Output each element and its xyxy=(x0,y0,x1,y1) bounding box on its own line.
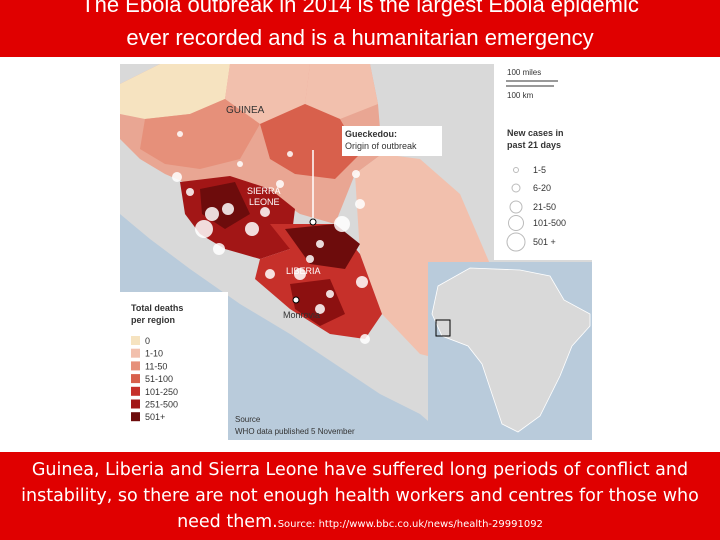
map-source-line-2: WHO data published 5 November xyxy=(235,427,355,436)
label-guinea: GUINEA xyxy=(226,105,265,116)
new-cases-item-1: 1-5 xyxy=(533,165,546,175)
guinea-low-region xyxy=(225,64,310,124)
title-banner: The Ebola outbreak in 2014 is the larges… xyxy=(0,0,720,57)
caption-banner: Guinea, Liberia and Sierra Leone have su… xyxy=(0,452,720,540)
new-cases-legend-circles xyxy=(506,167,526,252)
guinea-east-region xyxy=(305,64,378,119)
monrovia-marker xyxy=(292,296,300,304)
callout-line-2: Origin of outbreak xyxy=(345,141,417,151)
deaths-legend-label: 101-250 xyxy=(145,387,178,397)
new-cases-item-3: 21-50 xyxy=(533,202,556,212)
deaths-legend-swatch xyxy=(131,399,140,409)
deaths-legend-title-1: Total deaths xyxy=(131,303,183,313)
guinea-south-region xyxy=(260,104,360,179)
case-circles xyxy=(172,131,370,344)
deaths-legend-label: 251-500 xyxy=(145,400,178,410)
caption-text: need them. xyxy=(177,512,278,532)
africa-continent xyxy=(431,267,591,433)
new-cases-item-5: 501 + xyxy=(533,237,556,247)
inset-highlight-box xyxy=(435,319,451,337)
deaths-legend-swatch xyxy=(131,412,140,422)
deaths-legend-items: 0 1-10 11-50 51-100 101-250 251-500 501+ xyxy=(131,336,178,422)
caption-line-2: instability, so there are not enough hea… xyxy=(21,486,699,506)
label-monrovia: Monrovia xyxy=(283,310,320,320)
scale-km: 100 km xyxy=(507,91,534,100)
new-cases-item-2: 6-20 xyxy=(533,183,551,193)
deaths-legend-label: 1-10 xyxy=(145,349,163,359)
ebola-map: GUINEA SIERRA LEONE LIBERIA Monrovia Gue… xyxy=(120,64,592,440)
deaths-legend-label: 11-50 xyxy=(145,361,167,371)
label-liberia: LIBERIA xyxy=(286,266,321,276)
deaths-legend-swatch xyxy=(131,348,140,358)
caption-line-1: Guinea, Liberia and Sierra Leone have su… xyxy=(31,460,689,480)
caption-source: Source: http://www.bbc.co.uk/news/health… xyxy=(277,519,543,530)
caption-line-3: need them.Source: http://www.bbc.co.uk/n… xyxy=(0,511,720,536)
title-line-2: ever recorded and is a humanitarian emer… xyxy=(126,25,594,50)
deaths-legend-label: 51-100 xyxy=(145,374,173,384)
new-cases-title-1: New cases in xyxy=(507,128,564,138)
map-source-line-1: Source xyxy=(235,415,261,424)
gueckedou-marker xyxy=(309,218,317,226)
deaths-legend-swatch xyxy=(131,386,140,396)
callout-line-1: Gueckedou: xyxy=(345,129,397,139)
deaths-legend-swatch xyxy=(131,374,140,384)
guinea-central-region xyxy=(140,99,260,169)
deaths-legend-label: 501+ xyxy=(145,412,165,422)
title-line-1: The Ebola outbreak in 2014 is the larges… xyxy=(81,0,639,17)
new-cases-item-4: 101-500 xyxy=(533,218,566,228)
deaths-legend-swatch xyxy=(131,336,140,345)
deaths-legend-label: 0 xyxy=(145,336,150,346)
scale-miles: 100 miles xyxy=(507,68,541,77)
deaths-legend-title-2: per region xyxy=(131,315,175,325)
deaths-legend-swatch xyxy=(131,361,140,371)
callout-box xyxy=(342,126,442,156)
guinea-zero-region xyxy=(120,64,230,119)
label-leone: LEONE xyxy=(249,197,280,207)
label-sierra: SIERRA xyxy=(247,186,281,196)
new-cases-title-2: past 21 days xyxy=(507,140,561,150)
